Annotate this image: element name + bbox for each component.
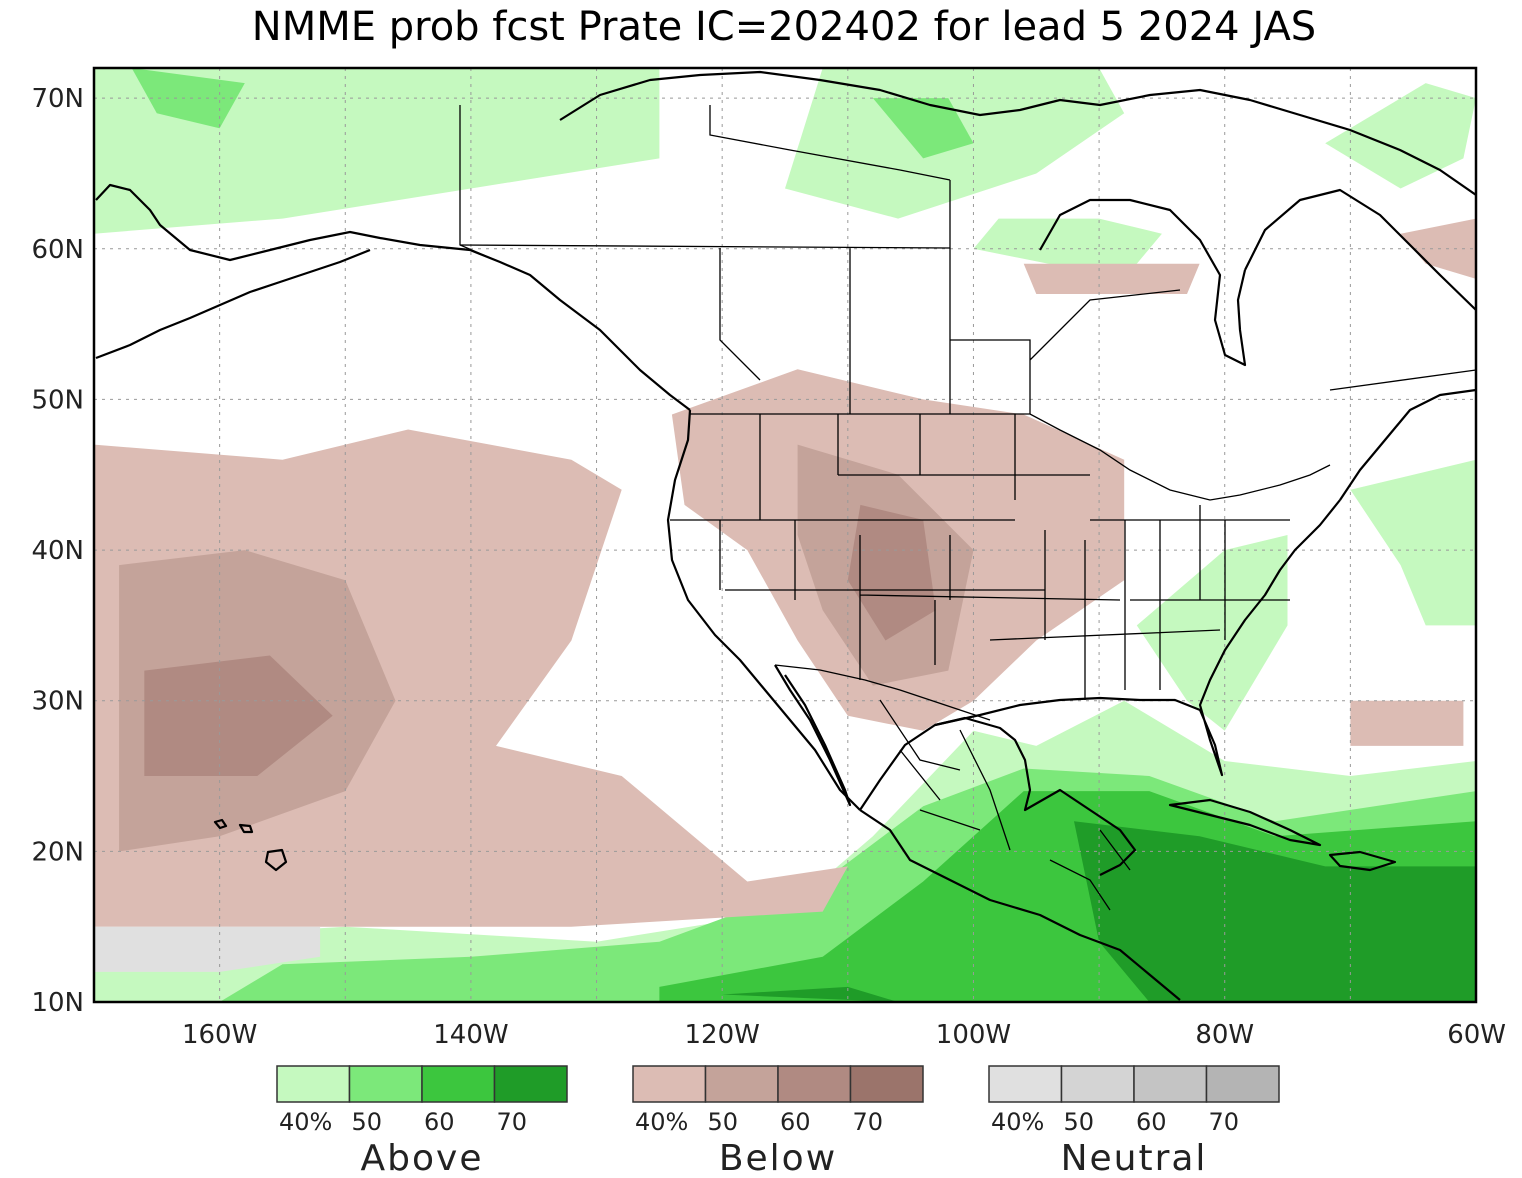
- lat-label-50n: 50N: [31, 385, 84, 415]
- geographic-outlines: [95, 70, 1476, 1001]
- lat-label-30n: 30N: [31, 687, 84, 717]
- arctic-canada-above-region-3: [1325, 83, 1476, 189]
- map-title: NMME prob fcst Prate IC=202402 for lead …: [252, 4, 1316, 50]
- legend-tick-neutral-4: 70: [1209, 1108, 1240, 1136]
- coastline-labrador: [1244, 188, 1476, 311]
- lon-label-80w: 80W: [1195, 1020, 1254, 1050]
- atlantic-below-region-0: [1350, 700, 1464, 746]
- lon-label-60w: 60W: [1447, 1020, 1506, 1050]
- coastline-cuba: [1168, 798, 1322, 847]
- legend-swatch-above-4: [493, 1065, 568, 1103]
- legend-swatch-below-4: [849, 1065, 924, 1103]
- alaska-above-50-region-1: [872, 98, 974, 159]
- legend-tick-neutral-1: 40%: [991, 1108, 1044, 1136]
- coastline-baja: [774, 664, 852, 807]
- arctic-canada-above-region-0: [94, 68, 660, 234]
- legend-swatch-neutral-2: [1060, 1065, 1135, 1103]
- map-panel: [94, 68, 1476, 1002]
- legend-group-above: 40% 50 60 70 Above: [276, 1065, 568, 1178]
- latitude-labels: 70N 60N 50N 40N 30N 20N 10N: [31, 84, 84, 1018]
- legend-swatch-neutral-4: [1205, 1065, 1280, 1103]
- legend-label-above: Above: [361, 1138, 484, 1178]
- coastline-arctic: [559, 70, 1476, 196]
- tropics-above-70-region-1: [1074, 821, 1476, 1002]
- legend-swatch-above-1: [276, 1065, 351, 1103]
- legend-swatch-below-2: [704, 1065, 779, 1103]
- legend-tick-below-1: 40%: [635, 1108, 688, 1136]
- legend-tick-below-3: 60: [780, 1108, 811, 1136]
- legend-tick-above-3: 60: [424, 1108, 455, 1136]
- lat-label-70n: 70N: [31, 84, 84, 114]
- legend-swatch-above-3: [421, 1065, 496, 1103]
- atlantic-above-region-0: [1350, 459, 1476, 626]
- legend-tick-below-2: 50: [708, 1108, 739, 1136]
- coastline-new-england: [1339, 388, 1476, 501]
- coastline-gulf: [859, 716, 1137, 876]
- legend-tick-neutral-3: 60: [1136, 1108, 1167, 1136]
- pacific-below-60-region-0: [144, 655, 333, 776]
- coastline-west-us: [666, 409, 861, 811]
- eastern-us-above-region-0: [1136, 535, 1288, 731]
- legend-swatch-below-3: [777, 1065, 852, 1103]
- border-us-canada: [690, 413, 1331, 501]
- legend-tick-above-4: 70: [497, 1108, 528, 1136]
- border-mexico-states: [879, 699, 1131, 911]
- lat-label-10n: 10N: [31, 988, 84, 1018]
- tropics-above-70-region-0: [722, 986, 899, 1002]
- coastline-aleutians: [95, 248, 371, 360]
- coastline-mexico-central-america: [859, 809, 1181, 1001]
- legend-tick-above-2: 50: [352, 1108, 383, 1136]
- legend-swatch-neutral-3: [1133, 1065, 1208, 1103]
- border-canada-provinces: [459, 105, 1476, 414]
- legend-swatch-above-2: [348, 1065, 423, 1103]
- coastline-hudson-bay: [1039, 198, 1247, 367]
- map-frame: [92, 66, 1478, 1004]
- legend-tick-above-1: 40%: [279, 1108, 332, 1136]
- lat-label-60n: 60N: [31, 235, 84, 265]
- lat-label-20n: 20N: [31, 837, 84, 867]
- legend-group-below: 40% 50 60 70 Below: [632, 1065, 924, 1178]
- lon-label-140w: 140W: [433, 1020, 508, 1050]
- legend-swatch-neutral-1: [988, 1065, 1063, 1103]
- legend-label-below: Below: [719, 1138, 837, 1178]
- coastline-gulf-north: [934, 499, 1341, 777]
- coastline-alaska: [95, 183, 691, 411]
- lon-label-120w: 120W: [685, 1020, 760, 1050]
- lat-label-40n: 40N: [31, 536, 84, 566]
- alaska-above-50-region-0: [131, 68, 245, 129]
- pacific-neutral-region-0: [94, 926, 321, 972]
- border-us-mexico: [774, 664, 991, 721]
- border-us-states: [670, 414, 1290, 700]
- legend-label-neutral: Neutral: [1061, 1138, 1208, 1178]
- coastline-hispaniola: [1328, 850, 1397, 872]
- lon-label-100w: 100W: [936, 1020, 1011, 1050]
- legend-tick-below-4: 70: [853, 1108, 884, 1136]
- east-canada-below-region-0: [1023, 263, 1200, 294]
- lon-label-160w: 160W: [182, 1020, 257, 1050]
- coastline-hawaii: [213, 818, 288, 872]
- legend-swatch-below-1: [632, 1065, 707, 1103]
- west-us-below-60-region-0: [847, 504, 936, 641]
- grid-lines: [94, 68, 1476, 1002]
- longitude-labels: 160W 140W 120W 100W 80W 60W: [182, 1020, 1506, 1050]
- legend-tick-neutral-2: 50: [1064, 1108, 1095, 1136]
